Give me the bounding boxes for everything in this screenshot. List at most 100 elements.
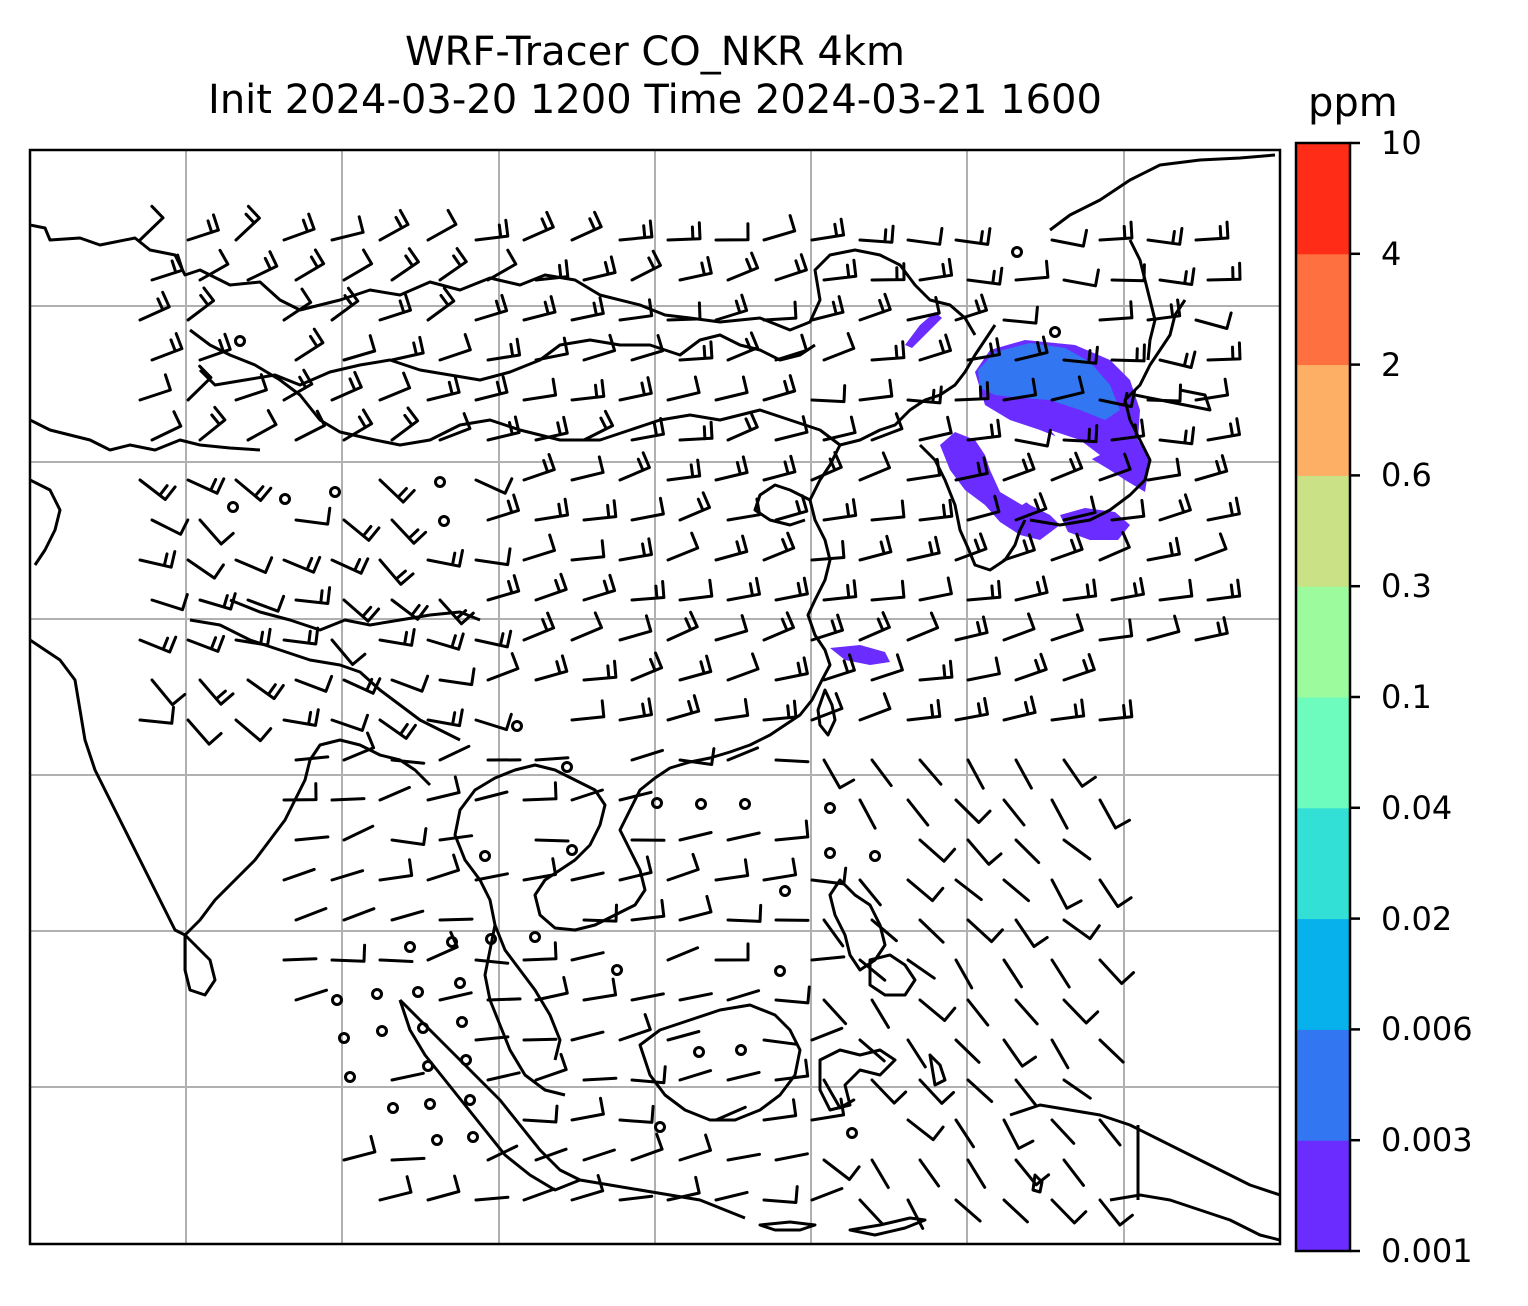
wind-barb: [234, 373, 268, 402]
wind-barb: [630, 1065, 667, 1085]
wind-barb: [1098, 618, 1134, 642]
wind-barb: [534, 654, 569, 682]
wind-barb: [954, 227, 992, 246]
wind-barb: [330, 286, 360, 322]
wind-barb: [1002, 305, 1039, 325]
wind-barb: [342, 518, 381, 542]
wind-barb: [378, 293, 412, 322]
coast-sulawesi: [818, 1048, 897, 1112]
wind-barb: [582, 1076, 618, 1082]
wind-barb: [618, 537, 653, 562]
wind-barb: [1050, 698, 1086, 722]
wind-barb: [618, 697, 653, 722]
wind-barb: [1146, 536, 1181, 562]
wind-barb: [342, 731, 376, 762]
wind-barb: [1110, 577, 1145, 602]
wind-barb: [954, 798, 992, 824]
wind-barb: [726, 831, 761, 842]
title-line-1: WRF-Tracer CO_NKR 4km: [404, 29, 906, 75]
wind-barb: [1002, 695, 1037, 722]
wind-barb: [666, 531, 700, 562]
wind-barb: [474, 872, 509, 882]
wind-calm-marker: [234, 335, 246, 347]
wind-barb: [1050, 878, 1083, 910]
wind-barb: [198, 518, 235, 546]
wind-barb: [870, 412, 904, 442]
wind-barb: [906, 1198, 925, 1230]
wind-barb: [966, 418, 1002, 442]
coast-inland-rivers: [189, 328, 841, 447]
wind-barb: [294, 327, 325, 362]
wind-calm-marker: [279, 493, 291, 505]
colorbar-tick-label: 2: [1381, 345, 1402, 384]
wind-barb: [918, 918, 945, 944]
wind-barb: [330, 215, 365, 242]
coast-taiwan: [816, 688, 837, 737]
wind-barb: [858, 534, 893, 562]
wind-calm-marker: [774, 965, 786, 977]
wind-barb: [810, 613, 844, 642]
wind-barb: [810, 1097, 846, 1122]
wind-barb: [858, 611, 891, 642]
wind-barb: [618, 855, 653, 882]
wind-barb: [762, 1038, 798, 1046]
wind-calm-marker: [227, 501, 239, 513]
wind-barb: [918, 659, 954, 682]
wind-barb: [678, 654, 713, 682]
coast-mindanao: [868, 953, 917, 997]
wind-barb: [714, 375, 749, 402]
wind-barb: [474, 375, 509, 402]
wind-barb: [474, 1195, 510, 1202]
wind-barb: [858, 1198, 884, 1225]
wind-barb: [426, 549, 464, 568]
wind-calm-marker: [412, 986, 424, 998]
wind-barb: [1098, 452, 1132, 482]
wind-barb: [954, 456, 989, 482]
wind-barb: [726, 652, 760, 682]
coast-sumatra-west: [398, 999, 581, 1192]
wind-barb: [714, 614, 749, 642]
wind-calm-marker: [431, 1134, 443, 1146]
wind-barb: [282, 626, 320, 646]
wind-barb: [486, 493, 520, 522]
wind-barb: [966, 1158, 987, 1189]
wind-barb: [630, 1132, 664, 1162]
wind-barb: [1098, 1198, 1134, 1227]
coast-java: [579, 1178, 746, 1220]
wind-barb: [342, 248, 374, 282]
wind-barb: [618, 219, 654, 242]
wind-barb: [282, 867, 316, 882]
wind-barb: [858, 451, 891, 482]
wind-barb: [378, 1175, 413, 1202]
wind-barb: [378, 371, 412, 402]
wind-barb: [1098, 389, 1137, 409]
wind-barb: [630, 992, 665, 1002]
wind-calm-marker: [735, 1044, 747, 1056]
wind-barb: [954, 381, 990, 402]
wind-barb: [534, 572, 568, 602]
wind-barb: [426, 375, 461, 402]
wind-barb: [1014, 918, 1049, 948]
wind-barb: [1002, 878, 1030, 903]
wind-barb: [918, 415, 953, 442]
wind-barb: [570, 699, 606, 722]
colorbar-tick-label: 10: [1381, 124, 1422, 162]
wind-barb: [762, 611, 795, 642]
wind-barb: [534, 336, 569, 362]
wind-barb: [906, 611, 940, 642]
wind-barb: [570, 539, 606, 562]
map-title: WRF-Tracer CO_NKR 4km Init 2024-03-20 12…: [30, 28, 1280, 124]
wind-barb: [522, 1187, 556, 1202]
wind-calm-marker: [464, 1094, 476, 1106]
coast-island-dot: [1031, 1173, 1044, 1194]
wind-barb: [198, 332, 232, 362]
wind-barb: [1098, 1038, 1125, 1064]
wind-barb: [714, 455, 749, 482]
wind-barb: [666, 852, 700, 882]
wind-barb: [810, 1187, 844, 1202]
wind-barb: [1194, 616, 1229, 642]
wind-barb: [570, 210, 603, 242]
coast-borneo: [638, 1003, 802, 1122]
wind-barb: [1014, 492, 1048, 522]
